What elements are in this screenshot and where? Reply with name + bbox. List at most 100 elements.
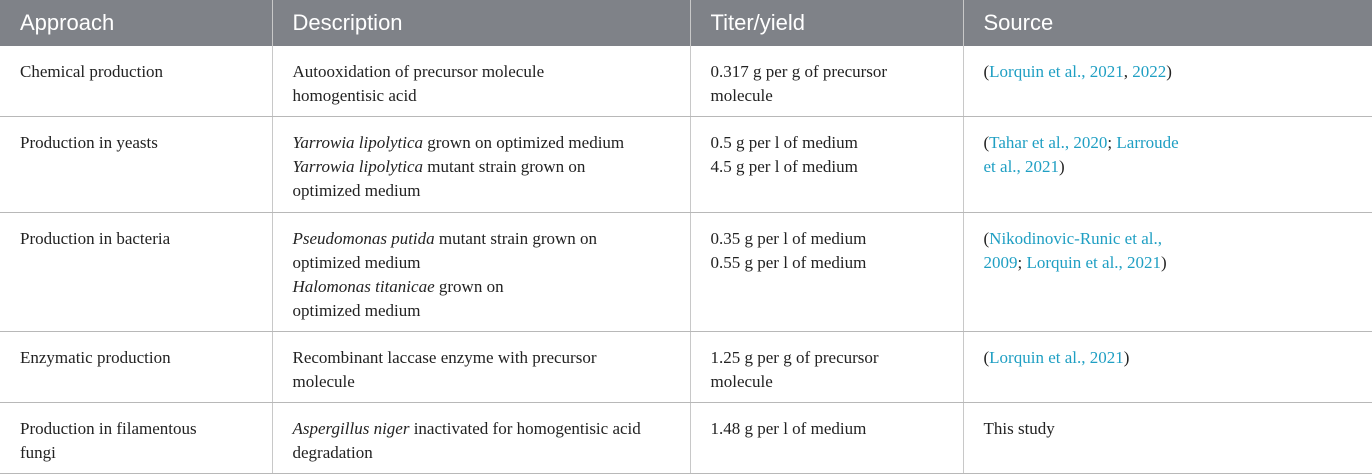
reference-link[interactable]: Larroude	[1116, 133, 1179, 152]
cell-text: 0.55 g per l of medium	[710, 253, 867, 272]
reference-link[interactable]: Tahar et al., 2020	[989, 133, 1108, 152]
reference-link[interactable]: Lorquin et al., 2021	[989, 348, 1124, 367]
cell-text: Enzymatic production	[20, 348, 171, 367]
cell-line: optimized medium	[293, 179, 680, 203]
cell-text: This study	[983, 419, 1055, 438]
cell-line: homogentisic acid	[293, 84, 680, 108]
cell-text: inactivated for homogentisic acid	[409, 419, 641, 438]
cell-line: 1.48 g per l of medium	[711, 417, 953, 441]
cell-text: 1.25 g per g of precursor	[710, 348, 879, 367]
table-cell: Production in yeasts	[0, 116, 272, 213]
column-header: Description	[271, 0, 690, 46]
cell-text: ;	[1107, 133, 1117, 152]
cell-text: molecule	[292, 372, 355, 391]
cell-line: 2009; Lorquin et al., 2021)	[984, 251, 1363, 275]
cell-text: )	[1161, 253, 1167, 272]
table-cell: Production in filamentous fungi	[0, 402, 272, 474]
italic-text: Aspergillus niger	[292, 419, 410, 438]
cell-line: Enzymatic production	[20, 346, 262, 370]
header-row: Approach Description Titer/yield Source	[0, 0, 1372, 46]
cell-line: molecule	[711, 84, 953, 108]
table-cell: Enzymatic production	[0, 331, 272, 403]
cell-text: grown on optimized medium	[423, 133, 625, 152]
table-cell: (Tahar et al., 2020; Larroude et al., 202…	[962, 116, 1372, 213]
italic-text: Halomonas titanicae	[292, 277, 435, 296]
cell-text: molecule	[710, 372, 773, 391]
cell-line: Chemical production	[20, 60, 262, 84]
cell-text: grown on	[434, 277, 504, 296]
cell-text: mutant strain grown on	[423, 157, 586, 176]
table-cell: Recombinant laccase enzyme with precurso…	[271, 331, 690, 403]
cell-text: Recombinant laccase enzyme with precurso…	[292, 348, 597, 367]
cell-line: optimized medium	[293, 299, 680, 323]
cell-text: optimized medium	[292, 181, 421, 200]
table-row: Production in yeasts Yarrowia lipolytica …	[0, 116, 1372, 213]
cell-line: (Lorquin et al., 2021)	[984, 346, 1363, 370]
table-cell: Aspergillus niger inactivated for homoge…	[271, 402, 690, 474]
cell-line: This study	[984, 417, 1363, 441]
reference-link[interactable]: 2022	[1132, 62, 1167, 81]
table-cell: Chemical production	[0, 46, 272, 117]
table-cell: 1.48 g per l of medium	[689, 402, 963, 474]
cell-line: Production in filamentous	[20, 417, 262, 441]
cell-line: 0.55 g per l of medium	[711, 251, 953, 275]
table-cell: 0.35 g per l of medium 0.55 g per l of me…	[689, 212, 963, 332]
column-header: Source	[962, 0, 1372, 46]
cell-line: Aspergillus niger inactivated for homoge…	[293, 417, 680, 441]
cell-line: molecule	[293, 370, 680, 394]
cell-line: (Nikodinovic-Runic et al.,	[984, 227, 1363, 251]
table-row: Production in bacteria Pseudomonas putida…	[0, 212, 1372, 332]
table-cell: 1.25 g per g of precursor molecule	[689, 331, 963, 403]
cell-text: 0.35 g per l of medium	[710, 229, 867, 248]
cell-line: 0.35 g per l of medium	[711, 227, 953, 251]
cell-text: Autooxidation of precursor molecule	[292, 62, 545, 81]
cell-text: optimized medium	[292, 253, 421, 272]
cell-line: Halomonas titanicae grown on	[293, 275, 680, 299]
cell-text: 0.317 g per g of precursor	[710, 62, 888, 81]
cell-line: molecule	[711, 370, 953, 394]
cell-line: degradation	[293, 441, 680, 465]
cell-text: 0.5 g per l of medium	[710, 133, 858, 152]
cell-text: 1.48 g per l of medium	[710, 419, 867, 438]
cell-text: Chemical production	[20, 62, 164, 81]
reference-link[interactable]: 2009	[983, 253, 1018, 272]
cell-line: Yarrowia lipolytica mutant strain grown …	[293, 155, 680, 179]
cell-line: (Lorquin et al., 2021, 2022)	[984, 60, 1363, 84]
cell-line: 1.25 g per g of precursor	[711, 346, 953, 370]
cell-text: (	[983, 133, 990, 152]
cell-text: degradation	[292, 443, 373, 462]
cell-text: 4.5 g per l of medium	[710, 157, 858, 176]
cell-line: (Tahar et al., 2020; Larroude	[984, 131, 1363, 155]
table-cell: (Nikodinovic-Runic et al., 2009; Lorquin …	[962, 212, 1372, 332]
table-cell: This study	[962, 402, 1372, 474]
cell-text: )	[1166, 62, 1172, 81]
cell-text: )	[1059, 157, 1065, 176]
reference-link[interactable]: Lorquin et al., 2021	[989, 62, 1124, 81]
cell-text: optimized medium	[292, 301, 421, 320]
table-cell: Production in bacteria	[0, 212, 272, 332]
cell-line: Recombinant laccase enzyme with precurso…	[293, 346, 680, 370]
cell-line: Autooxidation of precursor molecule	[293, 60, 680, 84]
table-cell: (Lorquin et al., 2021)	[962, 331, 1372, 403]
reference-link[interactable]: et al., 2021	[983, 157, 1060, 176]
cell-text: Production in yeasts	[20, 133, 158, 152]
column-header: Approach	[0, 0, 272, 46]
table-cell: 0.5 g per l of medium 4.5 g per l of medi…	[689, 116, 963, 213]
table-row: Chemical production Autooxidation of prec…	[0, 46, 1372, 117]
reference-link[interactable]: Nikodinovic-Runic et al.,	[989, 229, 1162, 248]
cell-line: Production in bacteria	[20, 227, 262, 251]
italic-text: Yarrowia lipolytica	[292, 133, 424, 152]
cell-line: fungi	[20, 441, 262, 465]
cell-line: 4.5 g per l of medium	[711, 155, 953, 179]
column-header: Titer/yield	[689, 0, 963, 46]
reference-link[interactable]: Lorquin et al., 2021	[1026, 253, 1162, 272]
cell-text: (	[983, 348, 990, 367]
cell-text: Production in bacteria	[20, 229, 171, 248]
cell-line: 0.5 g per l of medium	[711, 131, 953, 155]
cell-line: et al., 2021)	[984, 155, 1363, 179]
cell-text: fungi	[20, 443, 56, 462]
table-cell: (Lorquin et al., 2021, 2022)	[962, 46, 1372, 117]
cell-text: mutant strain grown on	[434, 229, 598, 248]
cell-text: (	[983, 62, 990, 81]
